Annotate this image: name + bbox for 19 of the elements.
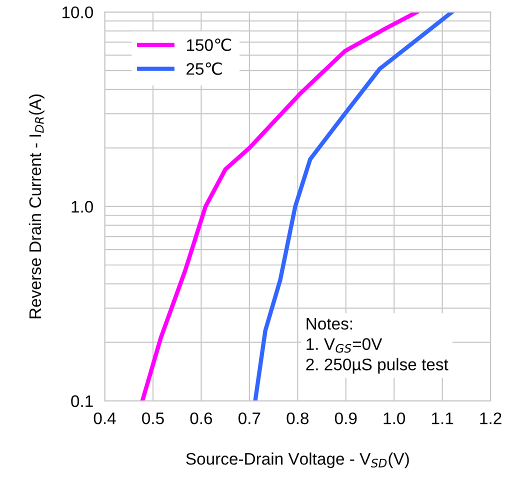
line-series bbox=[140, 12, 419, 401]
legend-label: 25℃ bbox=[186, 62, 222, 75]
y-axis-title: Reverse Drain Current - I$_{DR}$(A) bbox=[28, 94, 44, 318]
x-tick-label: 0.7 bbox=[238, 412, 260, 424]
x-axis-title: Source-Drain Voltage - V$_{SD}$(V) bbox=[186, 452, 409, 468]
x-tick-label: 1.1 bbox=[432, 412, 454, 424]
y-tick-label: 0.1 bbox=[71, 395, 93, 408]
line-series bbox=[253, 12, 454, 401]
annotation: Notes: 1. V$_{GS}$=0V 2. 250µS pulse test bbox=[306, 318, 448, 374]
legend-label: 150℃ bbox=[186, 38, 232, 52]
x-tick-label: 1.0 bbox=[384, 412, 406, 424]
x-tick-label: 0.5 bbox=[142, 412, 164, 424]
y-tick-label: 1.0 bbox=[72, 200, 93, 213]
x-tick-label: 0.9 bbox=[334, 412, 357, 424]
y-tick-label: 10.0 bbox=[62, 6, 93, 18]
x-tick-label: 0.4 bbox=[94, 412, 116, 424]
x-tick-label: 0.6 bbox=[190, 412, 212, 424]
x-tick-label: 1.2 bbox=[480, 412, 502, 424]
x-tick-label: 0.8 bbox=[286, 412, 309, 424]
